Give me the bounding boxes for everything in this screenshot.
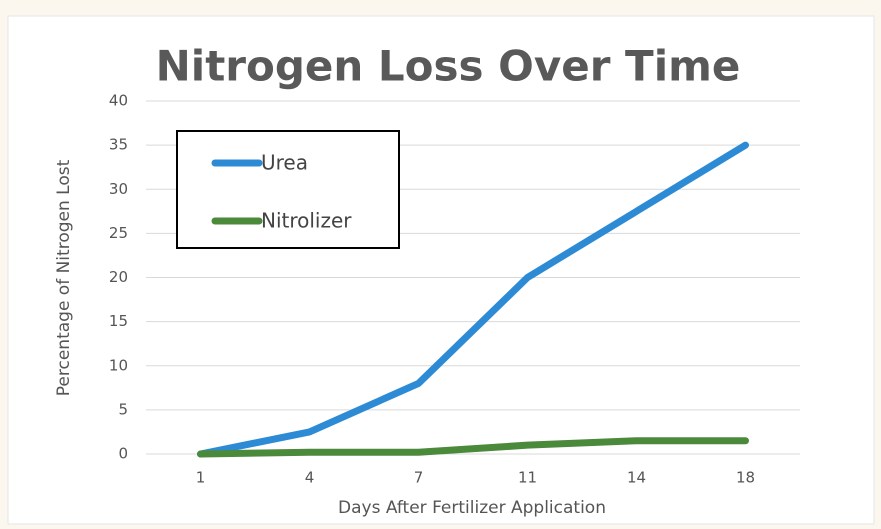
y-tick-label: 0 xyxy=(118,445,128,463)
y-tick-label: 30 xyxy=(109,180,128,198)
y-tick-label: 35 xyxy=(109,136,128,154)
legend-box xyxy=(176,130,400,249)
data-line xyxy=(197,141,749,458)
legend-label: Urea xyxy=(261,151,308,175)
y-tick-label: 20 xyxy=(109,268,128,286)
y-tick-label: 15 xyxy=(109,312,128,330)
data-line xyxy=(197,437,749,458)
y-tick-label: 40 xyxy=(109,92,128,110)
chart-title: Nitrogen Loss Over Time xyxy=(156,42,741,91)
y-tick-label: 25 xyxy=(109,224,128,242)
y-axis-label: Percentage of Nitrogen Lost xyxy=(54,159,74,396)
x-axis-label: Days After Fertilizer Application xyxy=(338,498,606,518)
x-tick-label: 7 xyxy=(414,469,424,487)
y-tick-label: 5 xyxy=(118,400,128,418)
x-tick-label: 18 xyxy=(736,469,755,487)
legend-label: Nitrolizer xyxy=(261,209,352,233)
x-tick-label: 11 xyxy=(518,469,537,487)
y-tick-label: 10 xyxy=(109,356,128,374)
x-tick-label: 14 xyxy=(627,469,646,487)
x-tick-label: 4 xyxy=(305,469,315,487)
x-tick-label: 1 xyxy=(196,469,206,487)
